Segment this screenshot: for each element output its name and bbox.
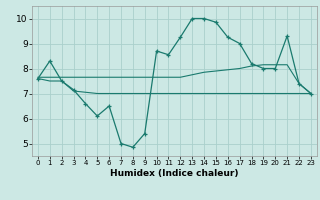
X-axis label: Humidex (Indice chaleur): Humidex (Indice chaleur) (110, 169, 239, 178)
